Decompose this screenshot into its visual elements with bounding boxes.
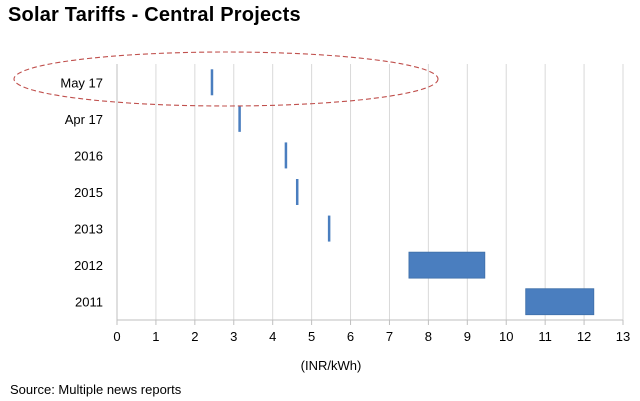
bar-range (327, 215, 331, 242)
x-tick-label: 6 (347, 329, 354, 344)
category-label: 2011 (75, 295, 103, 310)
category-labels: May 17 Apr 17 2016 2015 2013 2012 2011 (60, 75, 103, 309)
bar-range (295, 179, 299, 205)
bar-range (210, 69, 214, 96)
x-tick-label: 7 (386, 329, 393, 344)
x-tick-label: 11 (538, 329, 552, 344)
bar-range (284, 142, 288, 169)
category-label: Apr 17 (65, 112, 103, 127)
x-tick-label: 0 (113, 329, 120, 344)
source-note: Source: Multiple news reports (10, 382, 182, 397)
chart-title: Solar Tariffs - Central Projects (8, 4, 301, 26)
category-label: 2013 (74, 222, 103, 237)
x-axis-title: (INR/kWh) (301, 358, 362, 373)
x-tick-label: 1 (152, 329, 159, 344)
x-tick-label: 12 (577, 329, 591, 344)
grid-lines (155, 64, 624, 320)
x-axis (116, 64, 624, 325)
tick-labels: 0 1 2 3 4 5 6 7 8 9 10 11 12 13 (113, 329, 630, 344)
x-tick-label: 4 (269, 329, 276, 344)
category-label: 2015 (74, 185, 103, 200)
bar-range (238, 105, 241, 132)
x-tick-label: 10 (499, 329, 513, 344)
category-label: May 17 (60, 75, 103, 90)
x-tick-label: 13 (616, 329, 630, 344)
bar-range (525, 288, 595, 316)
x-tick-label: 9 (464, 329, 471, 344)
x-tick-label: 3 (230, 329, 237, 344)
category-label: 2012 (74, 258, 103, 273)
bars (210, 69, 595, 316)
x-tick-label: 2 (191, 329, 198, 344)
category-label: 2016 (74, 148, 103, 163)
x-tick-label: 8 (425, 329, 432, 344)
x-tick-label: 5 (308, 329, 315, 344)
bar-range (408, 251, 486, 279)
highlight-ellipse (13, 51, 439, 107)
